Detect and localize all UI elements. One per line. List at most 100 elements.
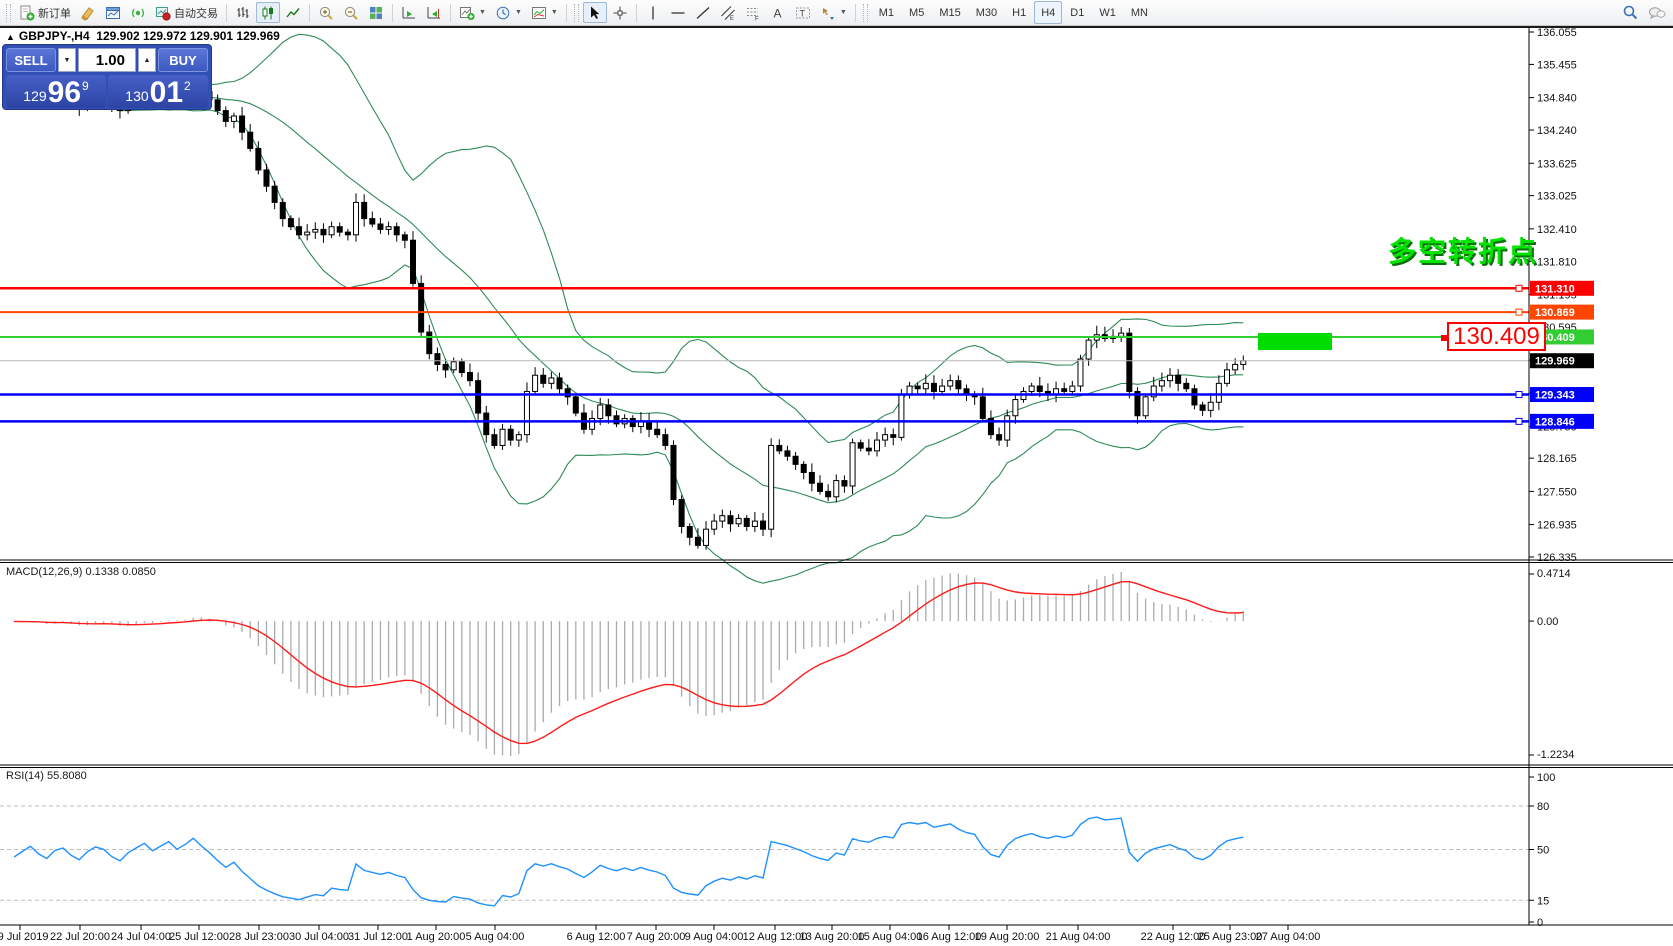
rsi-level-lines [0,805,1529,901]
horizontal-level-lines[interactable] [0,284,1529,425]
tab-timeframe-m1[interactable]: M1 [878,6,895,19]
tab-timeframe-mn[interactable]: MN [1130,6,1148,19]
candlestick-chart-icon [262,6,273,19]
chart-autoscroll-icon [402,6,415,18]
vertical-line-button[interactable] [641,2,665,23]
periods-icon [496,6,510,19]
sell-price-display[interactable]: 129 96 9 [6,75,106,108]
highlight-zone-rect[interactable] [1258,333,1332,350]
chart-shift-icon [427,6,440,18]
price-tick-label: 127.550 [1537,486,1577,498]
text-label-icon: T [795,7,810,18]
zoom-out-button[interactable] [339,2,363,23]
zoom-in-button[interactable] [314,2,338,23]
tab-timeframe-m5[interactable]: M5 [909,6,925,19]
timeframe-toolbar: M1 M5 M15 M30 H1 H4 D1 W1 MN [872,1,1155,24]
toolbar-grip[interactable] [6,3,11,22]
text-button[interactable]: A [766,2,790,23]
tile-windows-button[interactable] [364,2,388,23]
rsi-indicator-label: RSI(14) 55.8080 [6,770,87,782]
auto-trading-button[interactable]: 自动交易 [151,2,222,23]
macd-histogram [13,572,1244,756]
search-icon [1623,5,1638,20]
line-chart-button[interactable] [281,2,305,23]
tab-timeframe-h4[interactable]: H4 [1034,1,1063,24]
fibonacci-button[interactable]: F [741,2,765,23]
arrows-button[interactable]: ▼ [816,2,851,23]
search-button[interactable] [1618,2,1643,23]
macd-indicator-label: MACD(12,26,9) 0.1338 0.0850 [6,566,156,578]
price-tick-label: 134.840 [1537,93,1577,105]
new-chart-button[interactable] [101,2,125,23]
templates-icon [531,6,546,19]
sell-button[interactable]: SELL [6,48,56,72]
price-tick-label: 128.165 [1537,453,1577,465]
time-tick-label: 27 Aug 04:00 [1256,931,1321,943]
new-order-icon [20,5,35,20]
price-tick-label: 126.935 [1537,520,1577,532]
collapse-trade-panel-arrow[interactable]: ▲ [6,32,15,42]
indicators-icon [460,6,475,20]
tab-timeframe-m15[interactable]: M15 [939,6,961,19]
tab-timeframe-w1[interactable]: W1 [1099,6,1116,19]
toolbar-grip[interactable] [573,3,579,22]
indicators-button[interactable]: ▼ [455,2,490,23]
buy-button[interactable]: BUY [158,48,208,72]
price-level-label [1530,329,1594,345]
text-icon: A [773,6,781,20]
text-label-button[interactable]: T [791,2,815,23]
time-tick-label: 12 Aug 12:00 [743,931,808,943]
crosshair-button[interactable] [608,2,632,23]
price-tick-label: 131.810 [1537,256,1577,268]
line-chart-icon [286,7,300,17]
chart-autoscroll-button[interactable] [397,2,421,23]
svg-text:131.310: 131.310 [1535,283,1575,295]
toolbar-separator [450,3,451,22]
chevron-down-icon: ▼ [550,9,558,16]
sell-price-big: 96 [47,76,82,109]
periods-button[interactable]: ▼ [491,2,526,23]
toolbar-separator [854,3,856,22]
toolbar-grip[interactable] [862,3,868,22]
chart-shift-button[interactable] [422,2,446,23]
time-tick-label: 31 Jul 12:00 [348,931,408,943]
rsi-scale-label: 50 [1537,845,1549,857]
lot-increase-button[interactable]: ▲ [138,48,156,72]
sell-price-sup: 9 [82,79,89,93]
new-order-button[interactable]: 新订单 [15,2,75,23]
candlestick-chart-button[interactable] [256,2,280,23]
tab-timeframe-h1[interactable]: H1 [1012,6,1027,19]
horizontal-line-button[interactable] [666,2,690,23]
buy-price-sup: 2 [184,79,191,93]
price-level-label [1530,387,1594,403]
horizontal-line-icon [671,11,685,14]
macd-scale-label: -1.2234 [1537,749,1574,761]
eraser-button[interactable] [76,2,100,23]
time-tick-label: 25 Aug 23:00 [1198,931,1263,943]
bar-chart-button[interactable] [231,2,255,23]
svg-text:130.869: 130.869 [1535,307,1575,319]
chat-icon [1649,6,1666,19]
buy-price-display[interactable]: 130 01 2 [108,75,208,108]
lot-decrease-button[interactable]: ▼ [58,48,76,72]
tab-timeframe-m30[interactable]: M30 [975,6,998,19]
time-tick-label: 25 Jul 12:00 [169,931,229,943]
templates-button[interactable]: ▼ [527,2,562,23]
auto-trading-icon [156,6,171,21]
time-tick-label: 13 Aug 20:00 [800,931,865,943]
lot-size-input[interactable]: 1.00 [78,48,136,72]
time-tick-label: 21 Aug 04:00 [1046,931,1111,943]
equidistant-channel-button[interactable]: E [716,2,740,23]
chat-button[interactable] [1644,2,1670,23]
new-order-label: 新订单 [38,7,71,20]
time-tick-label: 5 Aug 04:00 [466,931,525,943]
cursor-button[interactable] [582,2,607,23]
signal-button[interactable] [126,2,150,23]
eraser-icon [81,6,94,21]
time-tick-label: 24 Jul 04:00 [111,931,171,943]
tab-timeframe-d1[interactable]: D1 [1070,6,1085,19]
price-tick-label: 135.455 [1537,59,1577,71]
trendline-button[interactable] [691,2,715,23]
